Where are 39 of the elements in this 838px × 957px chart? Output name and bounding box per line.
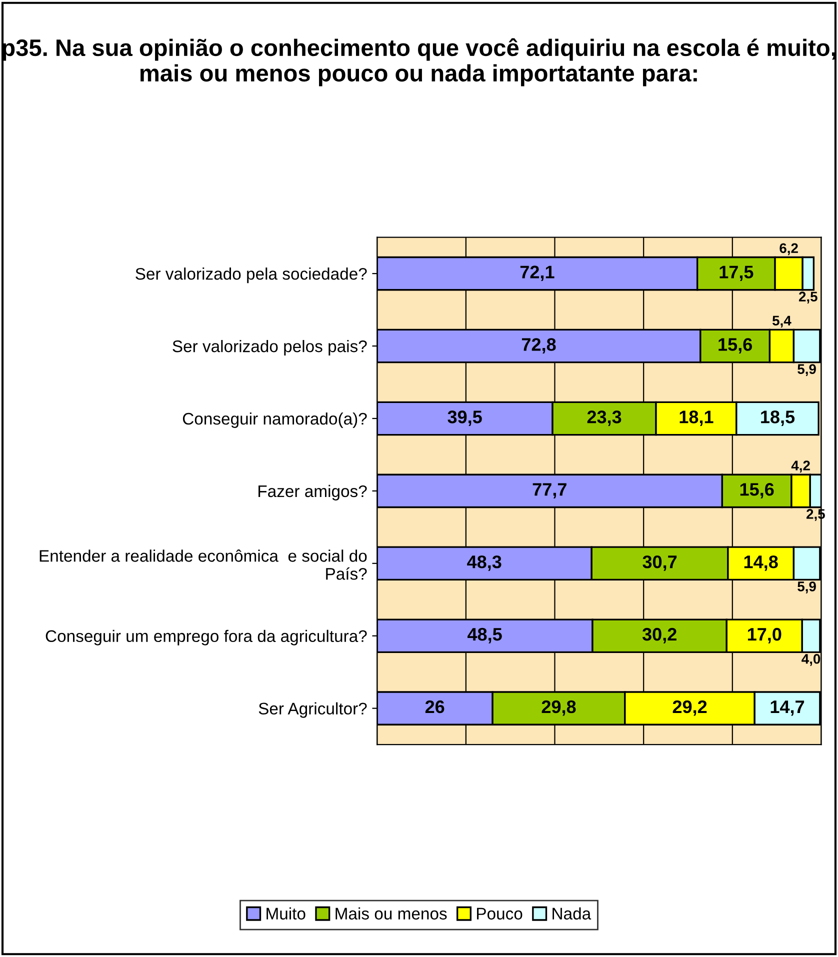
data-label: 77,7 xyxy=(532,483,566,498)
data-label: 14,7 xyxy=(770,700,804,716)
data-label: 5,4 xyxy=(772,316,792,328)
data-label: 15,6 xyxy=(740,483,774,498)
data-label: 72,1 xyxy=(520,266,554,282)
data-label: 39,5 xyxy=(448,410,482,426)
data-label: 5,9 xyxy=(798,582,816,594)
data-label: 17,5 xyxy=(720,266,754,282)
data-label: 14,8 xyxy=(744,555,778,571)
y-tick-label: Ser Agricultor? xyxy=(258,702,367,718)
data-label: 48,5 xyxy=(468,628,502,644)
legend-label: Nada xyxy=(552,907,592,920)
data-label: 4,2 xyxy=(791,460,810,472)
data-label: 30,2 xyxy=(642,628,676,644)
y-tick-label: Conseguir namorado(a)? xyxy=(182,412,367,428)
data-label: 6,2 xyxy=(780,243,798,256)
data-label: 29,8 xyxy=(542,700,576,716)
y-tick-label: Conseguir um emprego fora da agricultura? xyxy=(46,630,367,646)
data-label: 18,5 xyxy=(761,410,795,426)
y-tick-label: Entender a realidade econômica e social do País? xyxy=(40,550,367,580)
data-label: 23,3 xyxy=(587,410,622,426)
data-label: 15,6 xyxy=(718,338,752,354)
legend-label: Pouco xyxy=(477,908,522,920)
data-label: 30,7 xyxy=(642,555,677,571)
data-label: 5,9 xyxy=(798,364,816,376)
legend-label: Mais ou menos xyxy=(336,907,447,920)
data-label: 48,3 xyxy=(467,555,502,571)
y-tick-label: Ser valorizado pela sociedade? xyxy=(136,268,367,284)
data-label: 29,2 xyxy=(672,700,707,716)
data-label: 72,8 xyxy=(522,338,556,354)
legend-label: Muito xyxy=(266,907,306,920)
data-label: 26 xyxy=(425,700,444,714)
data-label: 18,1 xyxy=(680,410,714,426)
data-label: 4,0 xyxy=(802,654,820,666)
data-label: 17,0 xyxy=(748,628,782,644)
y-tick-label: Ser valorizado pelos pais? xyxy=(172,340,367,356)
y-tick-label: Fazer amigos? xyxy=(258,484,367,500)
data-label: 2,5 xyxy=(798,292,818,304)
chart-title: p35. Na sua opinião o conhecimento que você adiquiriu na escola é muito, mais ou menos pouco ou nada importatante para: xyxy=(2,38,836,86)
